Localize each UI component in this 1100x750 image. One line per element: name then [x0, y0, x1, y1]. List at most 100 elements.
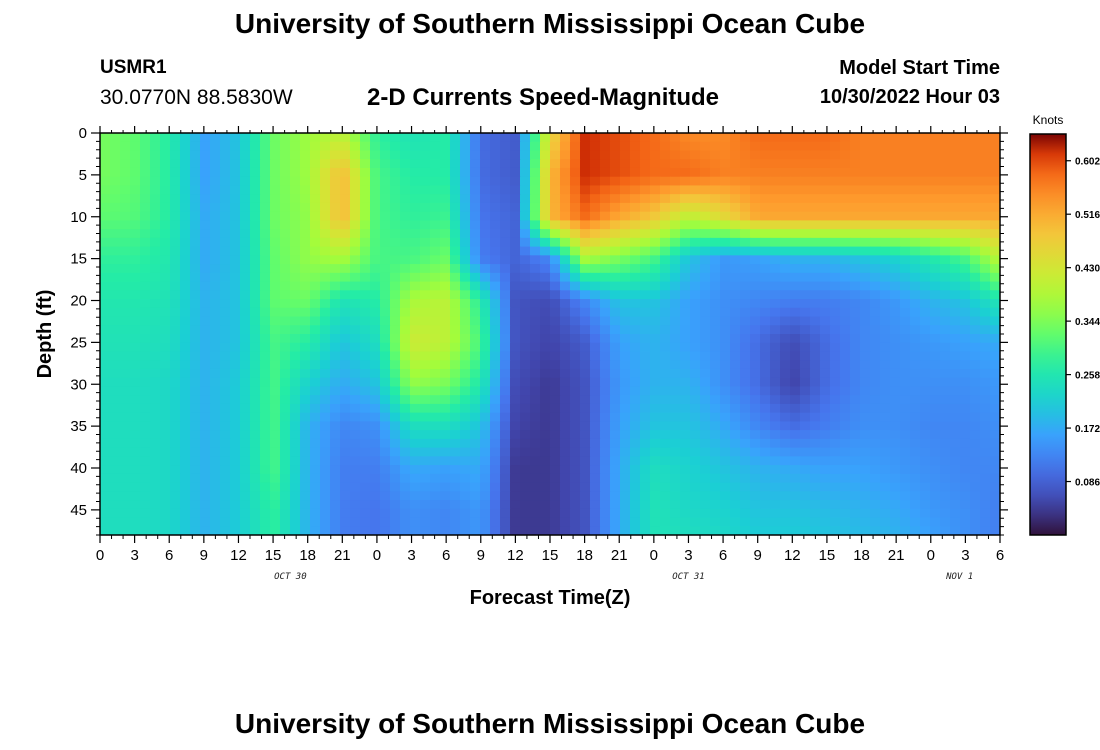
heatmap-cell — [540, 412, 551, 422]
heatmap-cell — [270, 316, 281, 326]
heatmap-cell — [760, 386, 771, 396]
heatmap-cell — [410, 421, 421, 431]
heatmap-cell — [250, 325, 261, 335]
heatmap-cell — [110, 150, 121, 160]
heatmap-cell — [420, 133, 431, 143]
heatmap-cell — [970, 465, 981, 475]
heatmap-cell — [450, 526, 461, 535]
heatmap-cell — [210, 386, 221, 396]
heatmap-cell — [710, 272, 721, 283]
heatmap-cell — [660, 465, 671, 475]
heatmap-cell — [340, 403, 351, 414]
heatmap-cell — [850, 211, 861, 221]
heatmap-cell — [230, 237, 241, 248]
heatmap-cell — [330, 421, 341, 431]
heatmap-cell — [210, 167, 221, 178]
heatmap-cell — [590, 421, 601, 431]
heatmap-cell — [250, 237, 261, 248]
heatmap-cell — [130, 342, 141, 353]
heatmap-cell — [650, 290, 661, 300]
heatmap-cell — [420, 526, 431, 535]
heatmap-cell — [910, 141, 921, 152]
heatmap-cell — [230, 491, 241, 501]
heatmap-cell — [470, 412, 481, 422]
heatmap-cell — [790, 133, 801, 143]
heatmap-cell — [400, 220, 411, 230]
heatmap-cell — [670, 360, 681, 370]
heatmap-cell — [800, 430, 811, 440]
heatmap-cell — [640, 185, 651, 195]
heatmap-cell — [730, 482, 741, 492]
heatmap-cell — [250, 255, 261, 265]
heatmap-cell — [470, 176, 481, 187]
heatmap-cell — [640, 220, 651, 230]
heatmap-cell — [200, 281, 211, 291]
heatmap-cell — [570, 133, 581, 143]
heatmap-cell — [410, 368, 421, 379]
heatmap-cell — [360, 220, 371, 230]
heatmap-cell — [100, 307, 111, 318]
heatmap-cell — [350, 334, 361, 344]
heatmap-cell — [850, 482, 861, 492]
heatmap-cell — [760, 500, 771, 510]
heatmap-cell — [690, 316, 701, 326]
heatmap-cell — [970, 141, 981, 152]
heatmap-cell — [250, 377, 261, 388]
heatmap-cell — [310, 473, 321, 484]
heatmap-cell — [930, 368, 941, 379]
heatmap-cell — [320, 133, 331, 143]
heatmap-cell — [340, 334, 351, 344]
heatmap-cell — [890, 473, 901, 484]
heatmap-cell — [340, 211, 351, 221]
heatmap-cell — [890, 229, 901, 239]
heatmap-cell — [350, 299, 361, 309]
heatmap-cell — [400, 386, 411, 396]
heatmap-cell — [590, 368, 601, 379]
heatmap-cell — [940, 360, 951, 370]
heatmap-cell — [330, 255, 341, 265]
heatmap-cell — [480, 377, 491, 388]
heatmap-cell — [930, 334, 941, 344]
heatmap-cell — [120, 342, 131, 353]
heatmap-cell — [890, 167, 901, 178]
heatmap-cell — [130, 211, 141, 221]
heatmap-cell — [810, 403, 821, 414]
heatmap-cell — [500, 159, 511, 169]
heatmap-cell — [230, 220, 241, 230]
heatmap-cell — [730, 368, 741, 379]
heatmap-cell — [510, 508, 521, 519]
heatmap-cell — [780, 360, 791, 370]
heatmap-cell — [160, 360, 171, 370]
heatmap-cell — [500, 342, 511, 353]
heatmap-cell — [100, 202, 111, 213]
heatmap-cell — [110, 246, 121, 256]
heatmap-cell — [770, 229, 781, 239]
heatmap-cell — [610, 360, 621, 370]
heatmap-cell — [270, 237, 281, 248]
heatmap-cell — [390, 307, 401, 318]
heatmap-cell — [970, 421, 981, 431]
heatmap-cell — [590, 255, 601, 265]
heatmap-cell — [140, 368, 151, 379]
heatmap-cell — [530, 255, 541, 265]
heatmap-cell — [900, 202, 911, 213]
heatmap-cell — [230, 194, 241, 204]
heatmap-cell — [490, 377, 501, 388]
heatmap-cell — [360, 491, 371, 501]
heatmap-cell — [550, 307, 561, 318]
heatmap-cell — [890, 150, 901, 160]
heatmap-cell — [340, 473, 351, 484]
heatmap-cell — [190, 194, 201, 204]
heatmap-cell — [790, 360, 801, 370]
heatmap-cell — [360, 395, 371, 405]
heatmap-cell — [130, 500, 141, 510]
heatmap-cell — [110, 334, 121, 344]
heatmap-cell — [150, 185, 161, 195]
heatmap-cell — [480, 360, 491, 370]
heatmap-cell — [300, 403, 311, 414]
heatmap-cell — [510, 159, 521, 169]
heatmap-cell — [430, 438, 441, 449]
heatmap-cell — [310, 377, 321, 388]
heatmap-cell — [460, 316, 471, 326]
heatmap-cell — [790, 211, 801, 221]
